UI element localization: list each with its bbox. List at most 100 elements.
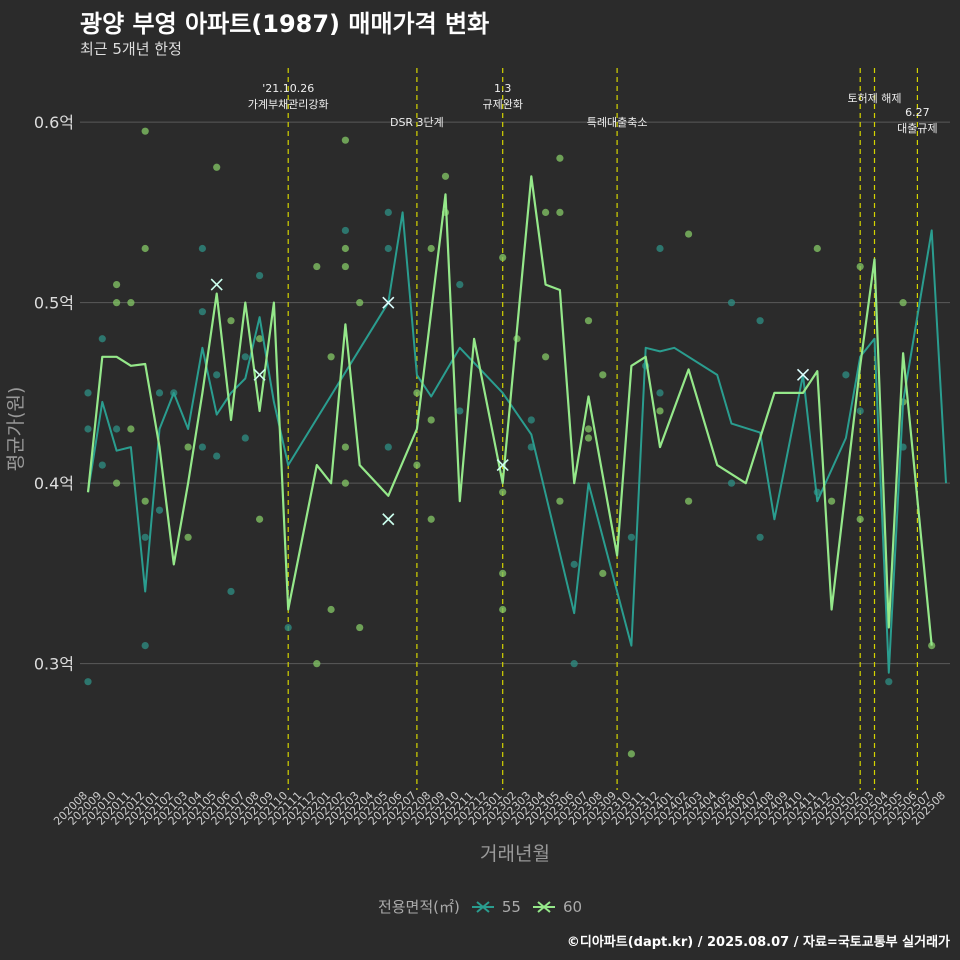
- legend-item-55: 55: [470, 898, 521, 916]
- scatter-point: [427, 244, 435, 253]
- scatter-point: [542, 353, 550, 361]
- scatter-point: [685, 497, 693, 505]
- event-label: 가계부채관리강화: [248, 98, 329, 111]
- scatter-point: [928, 642, 936, 650]
- scatter-point: [227, 317, 235, 325]
- scatter-point: [313, 660, 321, 668]
- scatter-point: [98, 335, 106, 343]
- scatter-point: [155, 389, 164, 397]
- scatter-point: [284, 623, 292, 632]
- scatter-point: [813, 244, 821, 253]
- scatter-point: [556, 497, 564, 505]
- legend-swatch-60-icon: [532, 900, 555, 913]
- legend-item-60: 60: [531, 898, 582, 916]
- scatter-point: [413, 389, 421, 397]
- series-line-60: [86, 175, 933, 646]
- scatter-point: [456, 281, 464, 289]
- scatter-point: [899, 299, 907, 307]
- event-label: DSR 3단계: [390, 116, 444, 129]
- y-tick-label: 0.5억: [34, 294, 74, 313]
- cross-stroke: [382, 513, 395, 526]
- scatter-point: [227, 587, 235, 596]
- scatter-point: [341, 479, 349, 487]
- scatter-point: [456, 407, 464, 415]
- scatter-point: [828, 497, 836, 505]
- scatter-point: [756, 533, 764, 541]
- scatter-point: [656, 407, 664, 415]
- scatter-point: [727, 299, 736, 307]
- scatter-point: [556, 208, 564, 216]
- scatter-point: [256, 335, 264, 343]
- scatter-point: [599, 569, 607, 578]
- scatter-point: [599, 371, 607, 379]
- event-label: 특례대출축소: [587, 116, 648, 129]
- series-line-55: [87, 211, 947, 674]
- scatter-point: [356, 299, 364, 307]
- y-tick-label: 0.4억: [34, 474, 74, 493]
- scatter-point: [213, 371, 221, 379]
- scatter-point: [499, 605, 507, 614]
- scatter-point: [499, 488, 507, 496]
- series-lines: [86, 175, 947, 674]
- scatter-point: [356, 623, 364, 632]
- legend-label-60: 60: [562, 897, 583, 916]
- scatter-point: [856, 407, 864, 415]
- scatter-point: [527, 416, 535, 424]
- scatter-point: [384, 244, 392, 253]
- scatter-point: [141, 244, 149, 253]
- scatter-point: [84, 425, 92, 433]
- scatter-point: [198, 244, 206, 253]
- cross-marker: [210, 278, 223, 291]
- scatter-point: [84, 389, 92, 397]
- scatter-point: [241, 434, 249, 442]
- scatter-point: [313, 262, 321, 271]
- scatter-point: [413, 461, 421, 469]
- scatter-point: [341, 226, 349, 235]
- event-label: '21.10.26: [262, 82, 314, 95]
- cross-stroke: [382, 296, 395, 309]
- scatter-point: [341, 244, 349, 253]
- scatter-point: [141, 127, 149, 135]
- scatter-point: [542, 208, 550, 216]
- scatter-point: [656, 244, 664, 253]
- scatter-point: [856, 515, 864, 523]
- scatter-point: [556, 154, 564, 162]
- scatter-point: [113, 479, 121, 487]
- scatter-point: [441, 172, 450, 180]
- scatter-point: [341, 443, 349, 451]
- scatter-point: [213, 452, 221, 460]
- cross-marker: [382, 296, 395, 309]
- scatter-point: [627, 533, 636, 541]
- scatter-point: [885, 678, 893, 686]
- scatter-point: [341, 136, 349, 144]
- cross-marker: [253, 368, 266, 381]
- scatter-point: [384, 208, 392, 216]
- legend-title: 전용면적(㎡): [377, 898, 460, 916]
- cross-marker: [796, 368, 810, 381]
- event-label: 규제완화: [482, 98, 522, 111]
- scatter-points: [84, 127, 936, 758]
- scatter-point: [327, 605, 335, 614]
- scatter-point: [499, 569, 507, 578]
- scatter-point: [756, 317, 764, 325]
- legend: 전용면적(㎡) 55 60: [0, 896, 960, 917]
- scatter-point: [856, 262, 864, 271]
- scatter-point: [184, 533, 192, 541]
- scatter-point: [113, 425, 121, 433]
- scatter-point: [98, 461, 106, 469]
- scatter-point: [499, 253, 507, 262]
- x-axis-title: 거래년월: [480, 843, 550, 865]
- scatter-point: [327, 353, 335, 361]
- scatter-point: [427, 515, 435, 523]
- chart-title: 광양 부영 아파트(1987) 매매가격 변화: [80, 10, 490, 38]
- grid-lines: [80, 121, 950, 665]
- scatter-point: [198, 443, 206, 451]
- scatter-point: [256, 515, 264, 523]
- event-label: 대출규제: [897, 122, 937, 135]
- scatter-point: [656, 389, 664, 397]
- scatter-point: [213, 163, 221, 171]
- y-tick-label: 0.3억: [34, 655, 74, 674]
- y-axis-title: 평균가(원): [5, 387, 27, 472]
